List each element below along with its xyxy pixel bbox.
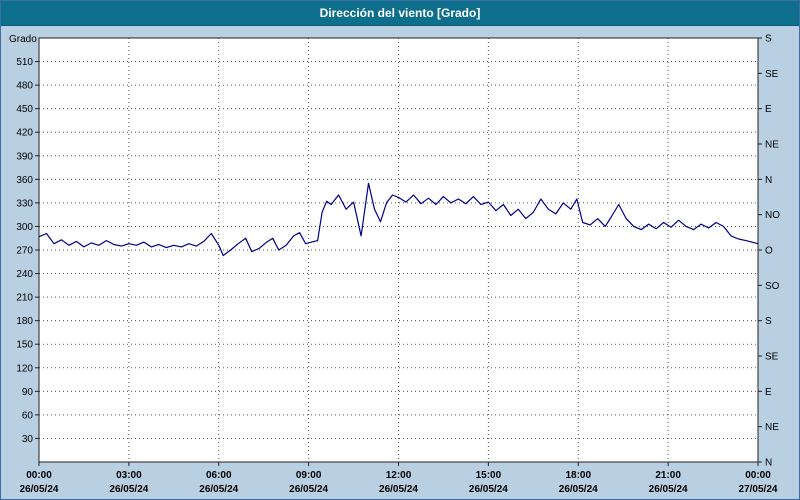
x-date-label: 26/05/24: [199, 484, 238, 495]
y-tick-label: 450: [16, 104, 33, 115]
x-tick-label: 18:00: [565, 470, 591, 481]
x-tick-label: 06:00: [206, 470, 232, 481]
chart-title: Dirección del viento [Grado]: [319, 6, 481, 20]
compass-label: N: [765, 175, 772, 186]
x-date-label: 26/05/24: [379, 484, 418, 495]
x-tick-label: 00:00: [745, 470, 771, 481]
x-date-label: 26/05/24: [109, 484, 148, 495]
y-tick-label: 420: [16, 128, 33, 139]
y-tick-label: 150: [16, 340, 33, 351]
wind-direction-plot: 30 60 90 120 150 180 210 240 270 300 330 360 390 420 4…: [9, 34, 780, 496]
y-tick-label: 240: [16, 269, 33, 280]
y-tick-label: 330: [16, 198, 33, 209]
y-axis-title: Grado: [9, 34, 37, 45]
x-date-label: 26/05/24: [649, 484, 688, 495]
y-tick-label: 390: [16, 151, 33, 162]
y-tick-label: 270: [16, 246, 33, 257]
plot-border: [38, 37, 759, 463]
y-tick-label: 180: [16, 316, 33, 327]
x-tick-label: 12:00: [386, 470, 412, 481]
y-tick-label: 210: [16, 293, 33, 304]
y-tick-label: 30: [22, 434, 34, 445]
y-tick-label: 60: [22, 410, 34, 421]
y-tick-label: 300: [16, 222, 33, 233]
compass-label: NE: [765, 422, 779, 433]
y-tick-label: 90: [22, 387, 34, 398]
compass-label: S: [765, 316, 772, 327]
compass-label: E: [765, 387, 772, 398]
compass-label: SE: [765, 69, 779, 80]
compass-label: NE: [765, 140, 779, 151]
x-tick-label: 15:00: [476, 470, 502, 481]
y-tick-label: 480: [16, 81, 33, 92]
compass-label: S: [765, 34, 772, 45]
compass-label: NO: [765, 210, 780, 221]
compass-label: SE: [765, 352, 779, 363]
compass-label: E: [765, 104, 772, 115]
y-tick-label: 120: [16, 363, 33, 374]
y-tick-label: 360: [16, 175, 33, 186]
x-date-label: 27/05/24: [739, 484, 778, 495]
chart-area: 30 60 90 120 150 180 210 240 270 300 330 360 390 420 4…: [1, 26, 799, 499]
compass-label: SO: [765, 281, 780, 292]
compass-label: O: [765, 246, 773, 257]
chart-title-bar: Dirección del viento [Grado]: [1, 1, 799, 26]
wind-direction-line: [38, 182, 759, 257]
compass-label: N: [765, 458, 772, 469]
y-tick-label: 510: [16, 57, 33, 68]
x-date-label: 26/05/24: [559, 484, 598, 495]
x-date-label: 26/05/24: [289, 484, 328, 495]
x-tick-label: 03:00: [116, 470, 142, 481]
x-date-label: 26/05/24: [469, 484, 508, 495]
x-tick-label: 09:00: [296, 470, 322, 481]
x-date-label: 26/05/24: [20, 484, 59, 495]
x-tick-label: 00:00: [26, 470, 52, 481]
x-tick-label: 21:00: [655, 470, 681, 481]
